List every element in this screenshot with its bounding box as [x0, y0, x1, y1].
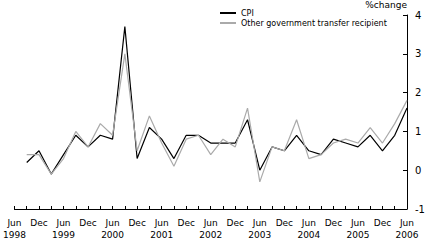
svg-text:Jun: Jun	[301, 218, 316, 228]
svg-text:Dec: Dec	[276, 218, 293, 228]
svg-text:%change: %change	[365, 0, 407, 10]
svg-text:Jun: Jun	[252, 218, 267, 228]
svg-text:1999: 1999	[52, 230, 75, 240]
svg-text:3: 3	[415, 48, 421, 59]
svg-text:2002: 2002	[199, 230, 222, 240]
svg-text:0: 0	[415, 165, 421, 176]
svg-text:1: 1	[415, 126, 421, 137]
svg-text:1998: 1998	[3, 230, 26, 240]
svg-text:CPI: CPI	[241, 9, 254, 18]
svg-text:2004: 2004	[297, 230, 320, 240]
svg-text:-1: -1	[415, 204, 425, 215]
svg-text:Dec: Dec	[177, 218, 194, 228]
svg-text:Jun: Jun	[55, 218, 70, 228]
svg-text:2006: 2006	[396, 230, 419, 240]
svg-text:2: 2	[415, 87, 421, 98]
svg-text:4: 4	[415, 10, 421, 21]
svg-text:2003: 2003	[248, 230, 271, 240]
svg-text:Other government transfer reci: Other government transfer recipient	[241, 19, 387, 28]
svg-text:Dec: Dec	[374, 218, 391, 228]
svg-text:2000: 2000	[101, 230, 124, 240]
svg-text:2005: 2005	[346, 230, 369, 240]
svg-text:Jun: Jun	[399, 218, 414, 228]
svg-text:2001: 2001	[150, 230, 173, 240]
svg-text:Dec: Dec	[128, 218, 145, 228]
svg-text:Jun: Jun	[350, 218, 365, 228]
svg-text:Dec: Dec	[325, 218, 342, 228]
svg-text:Dec: Dec	[30, 218, 47, 228]
svg-text:Dec: Dec	[227, 218, 244, 228]
svg-text:Jun: Jun	[154, 218, 169, 228]
svg-text:Jun: Jun	[6, 218, 21, 228]
svg-text:Dec: Dec	[79, 218, 96, 228]
svg-text:Jun: Jun	[105, 218, 120, 228]
svg-text:Jun: Jun	[203, 218, 218, 228]
